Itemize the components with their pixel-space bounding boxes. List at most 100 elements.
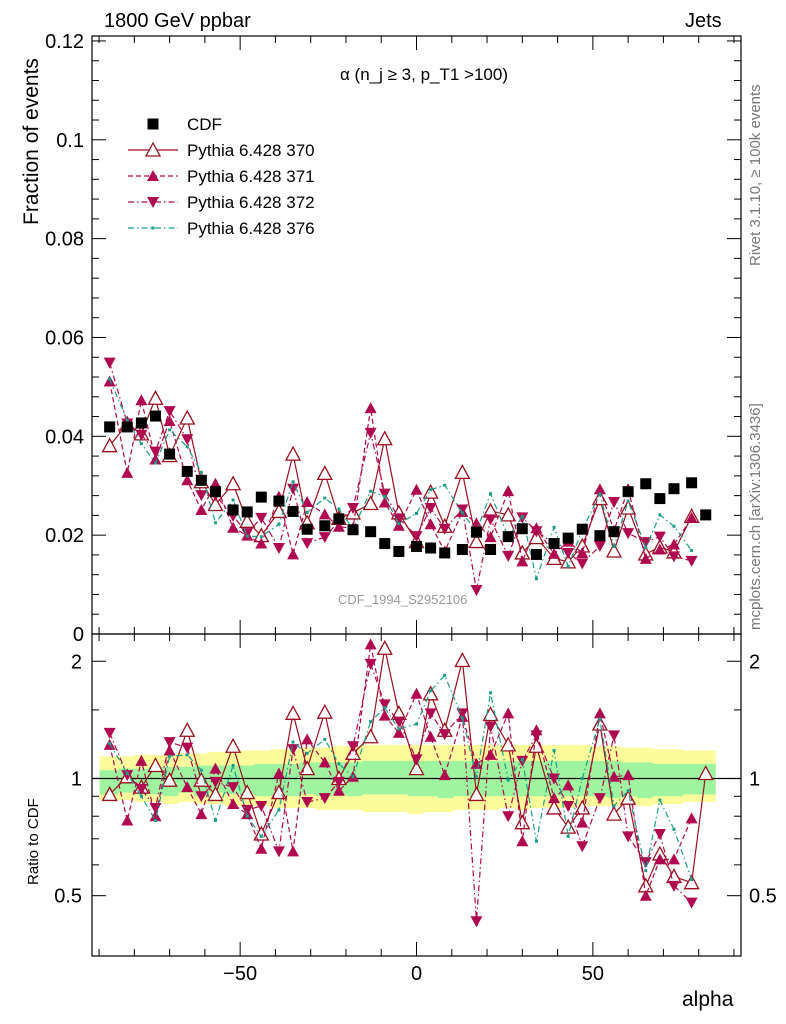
legend-pythia-6-428-376-marker <box>151 226 155 230</box>
ratio-pythia-6-428-376-point <box>566 834 570 838</box>
main-cdf-point <box>241 506 253 518</box>
ratio-pythia-6-428-372-point <box>639 857 652 869</box>
main-pythia-6-428-370-point <box>207 496 224 512</box>
main-pythia-6-428-376-point <box>259 535 263 539</box>
main-pythia-6-428-372-point <box>135 429 148 441</box>
main-pythia-6-428-372-point <box>470 585 483 597</box>
y-tick-label: 0 <box>73 624 84 646</box>
main-cdf-point <box>562 532 574 544</box>
main-cdf-point <box>425 542 437 554</box>
main-pythia-6-428-372-point <box>181 434 194 446</box>
ratio-pythia-6-428-376-point <box>259 834 263 838</box>
ratio-pythia-6-428-376-point <box>612 804 616 808</box>
main-pythia-6-428-371-point <box>103 375 116 387</box>
ratio-y-tick-label-right: 1 <box>749 768 760 790</box>
ratio-pythia-6-428-376-point <box>139 794 143 798</box>
main-pythia-6-428-371-point <box>209 477 222 489</box>
main-pythia-6-428-372-point <box>438 523 451 535</box>
ratio-pythia-6-428-371-point <box>484 748 497 760</box>
main-pythia-6-428-371-point <box>195 503 208 515</box>
main-pythia-6-428-372-point <box>163 406 176 418</box>
band-inner <box>99 760 716 799</box>
main-pythia-6-428-371-point <box>653 543 666 555</box>
main-pythia-6-428-376-point <box>277 522 281 526</box>
main-cdf-point <box>622 486 634 498</box>
ratio-pythia-6-428-376-point <box>383 706 387 710</box>
main-pythia-6-428-371-point <box>255 537 268 549</box>
ratio-pythia-6-428-370-point <box>665 868 683 884</box>
ratio-pythia-6-428-372-point <box>667 880 680 892</box>
legend-pythia-6-428-372-marker <box>147 197 159 208</box>
main-pythia-6-428-372-point <box>685 555 698 567</box>
main-cdf-point <box>576 523 588 535</box>
ratio-pythia-6-428-372-point <box>470 916 483 928</box>
main-pythia-6-428-372-point <box>484 514 497 526</box>
main-cdf-point <box>516 523 528 535</box>
legend-pythia-6-428-371-marker <box>147 170 159 181</box>
main-pythia-6-428-376-point <box>415 511 418 515</box>
main-cdf-point <box>700 509 712 521</box>
main-pythia-6-428-370-point <box>239 512 256 528</box>
main-pythia-6-428-370-point <box>284 445 302 461</box>
main-pythia-6-428-376-point <box>199 470 203 474</box>
main-pythia-6-428-376-point <box>125 418 129 422</box>
ratio-pythia-6-428-376-point <box>489 691 493 695</box>
main-pythia-6-428-370-point <box>316 465 333 481</box>
y-tick-label: 0.1 <box>56 130 84 152</box>
x-tick-label: 0 <box>411 963 422 985</box>
legend-cdf-label: CDF <box>187 115 222 134</box>
ratio-pythia-6-428-376-point <box>168 754 172 758</box>
main-cdf-point <box>287 505 299 517</box>
ratio-pythia-6-428-372-point <box>255 800 268 812</box>
ratio-pythia-6-428-372-point <box>287 744 300 756</box>
ratio-pythia-6-428-376-point <box>323 737 327 741</box>
legend-pythia-6-428-370-label: Pythia 6.428 370 <box>187 141 315 160</box>
ratio-pythia-6-428-376-point <box>672 827 676 831</box>
main-pythia-6-428-376-point <box>323 496 327 500</box>
ratio-pythia-6-428-371-point <box>287 845 300 857</box>
main-pythia-6-428-376-point <box>429 488 433 492</box>
ratio-pythia-6-428-370-point <box>605 805 623 821</box>
main-pythia-6-428-371-point <box>576 546 589 558</box>
main-pythia-6-428-371-point <box>378 496 391 508</box>
ratio-pythia-6-428-372-point <box>121 770 134 782</box>
ratio-pythia-6-428-370-point <box>376 639 393 655</box>
ratio-pythia-6-428-371-point <box>516 835 529 847</box>
main-title: α (n_j ≥ 3, p_T1 >100) <box>340 65 508 84</box>
main-cdf-point <box>104 421 116 433</box>
ratio-y-tick-label-right: 2 <box>749 651 760 673</box>
ratio-pythia-6-428-370-point <box>179 721 196 737</box>
legend-pythia-6-428-370-marker <box>144 141 162 157</box>
y-tick-label: 0.08 <box>45 229 84 251</box>
main-cdf-point <box>456 543 468 555</box>
main-pythia-6-428-376-point <box>460 511 464 515</box>
main-pythia-6-428-372-point <box>364 427 377 439</box>
main-pythia-6-428-376-point <box>153 461 157 465</box>
ratio-pythia-6-428-371-point <box>438 769 451 781</box>
main-cdf-point <box>273 495 285 507</box>
main-cdf-point <box>640 478 652 490</box>
main-pythia-6-428-372-point <box>195 490 208 502</box>
main-pythia-6-428-376-point <box>139 442 143 446</box>
ratio-pythia-6-428-370-point <box>468 786 485 802</box>
ratio-pythia-6-428-372-point <box>410 754 423 766</box>
ratio-pythia-6-428-372-point <box>653 829 666 841</box>
ratio-pythia-6-428-376-point <box>245 814 249 818</box>
main-pythia-6-428-376-point <box>369 489 373 493</box>
ratio-y-tick-label: 1 <box>71 768 82 790</box>
main-pythia-6-428-371-point <box>135 394 148 406</box>
y-tick-label: 0.04 <box>45 426 84 448</box>
ratio-pythia-6-428-372-point <box>209 776 222 788</box>
ratio-pythia-6-428-371-point <box>639 889 652 901</box>
ratio-pythia-6-428-372-point <box>438 729 451 741</box>
ratio-pythia-6-428-371-point <box>667 853 680 865</box>
main-pythia-6-428-371-point <box>301 496 314 508</box>
ratio-pythia-6-428-371-point <box>135 754 148 766</box>
ratio-pythia-6-428-371-point <box>562 779 575 791</box>
ratio-pythia-6-428-372-point <box>227 782 240 794</box>
main-pythia-6-428-371-point <box>364 402 377 414</box>
main-pythia-6-428-376-point <box>612 545 616 549</box>
main-pythia-6-428-372-point <box>576 558 589 570</box>
ratio-pythia-6-428-376-point <box>474 775 478 779</box>
